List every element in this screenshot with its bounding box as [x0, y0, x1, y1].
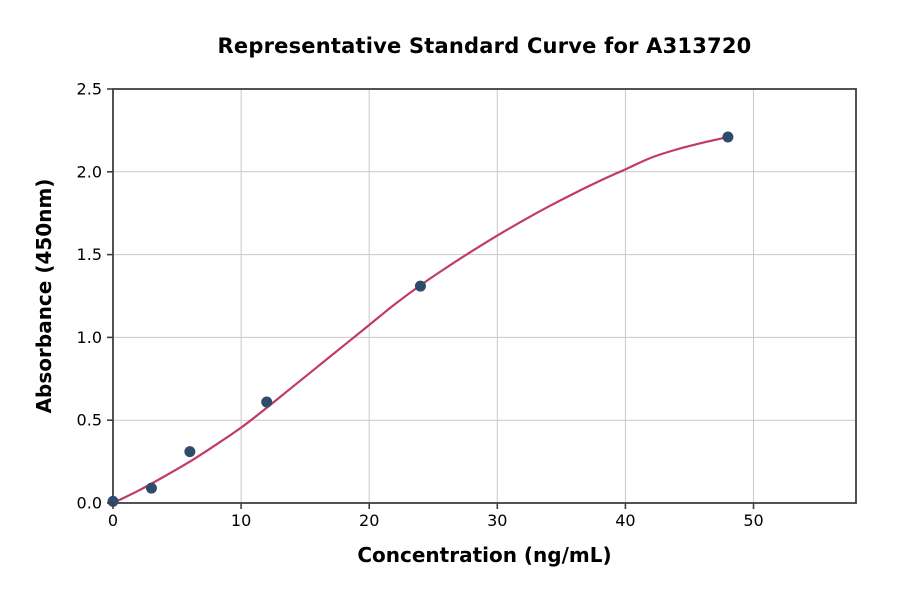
data-points	[107, 131, 734, 507]
fit-curve-line	[111, 135, 729, 505]
y-tick-label: 0.0	[77, 494, 102, 513]
y-tick-label: 1.5	[77, 245, 102, 264]
axis-ticks: 0 10 20 30 40 50 0.0 0.5 1.0 1.5 2.0 2.5	[77, 80, 764, 531]
data-point	[145, 482, 157, 494]
x-tick-label: 30	[487, 511, 507, 530]
data-point	[414, 280, 426, 292]
gridlines	[112, 88, 856, 504]
data-point	[722, 131, 734, 143]
data-point	[107, 495, 119, 507]
y-tick-label: 0.5	[77, 411, 102, 430]
x-tick-label: 10	[231, 511, 251, 530]
x-tick-label: 40	[615, 511, 635, 530]
chart-title: Representative Standard Curve for A31372…	[217, 34, 752, 58]
x-tick-label: 50	[743, 511, 763, 530]
x-tick-label: 0	[108, 511, 118, 530]
x-axis-label: Concentration (ng/mL)	[357, 543, 612, 567]
plot-border	[112, 88, 857, 504]
y-tick-label: 2.0	[77, 162, 102, 181]
data-point	[184, 446, 196, 458]
x-tick-label: 20	[359, 511, 379, 530]
y-tick-label: 1.0	[77, 328, 102, 347]
y-tick-label: 2.5	[77, 80, 102, 99]
data-point	[261, 396, 273, 408]
